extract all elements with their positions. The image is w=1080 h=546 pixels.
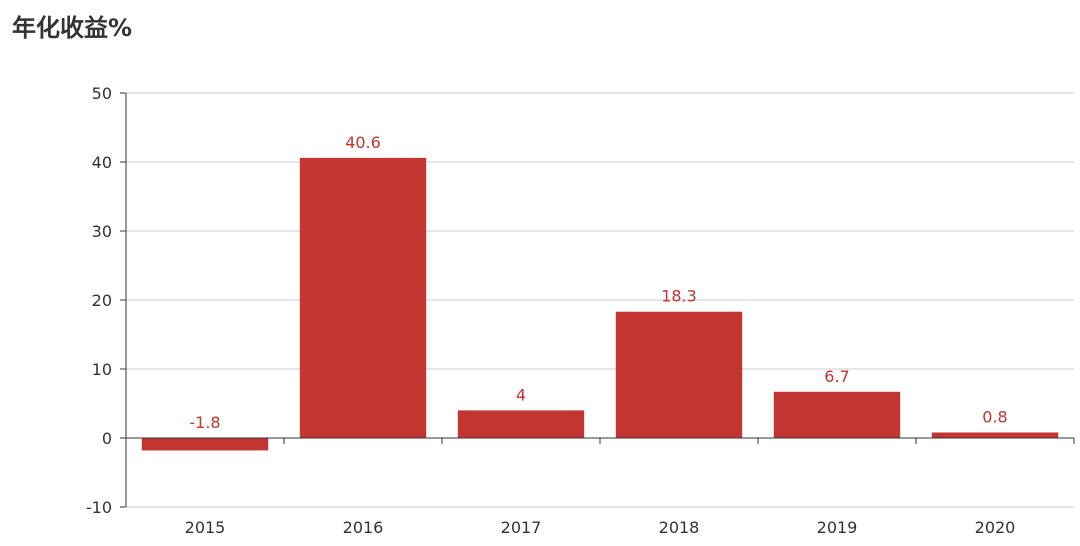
- data-label: 18.3: [661, 287, 697, 306]
- y-tick-label: 30: [92, 222, 112, 241]
- data-label: 0.8: [982, 407, 1007, 426]
- y-tick-label: -10: [86, 498, 112, 517]
- y-tick-label: 20: [92, 291, 112, 310]
- y-tick-label: 10: [92, 360, 112, 379]
- data-labels: -1.8 40.6 4 18.3 6.7 0.8: [189, 133, 1007, 432]
- chart-title: 年化收益%: [12, 14, 133, 42]
- x-tick-label: 2018: [659, 518, 700, 537]
- x-tick-label: 2019: [817, 518, 858, 537]
- axes: -10 0 10 20 30 40 50 2015 2016 2017 2018 2019 2020: [86, 84, 1075, 537]
- x-tick-label: 2017: [501, 518, 542, 537]
- bar-2018[interactable]: [615, 311, 743, 438]
- x-tick-label: 2016: [343, 518, 384, 537]
- bar-2017[interactable]: [457, 410, 585, 438]
- bars: [141, 157, 1059, 451]
- y-tick-label: 40: [92, 153, 112, 172]
- y-tick-label: 0: [102, 429, 112, 448]
- grid-lines: [126, 92, 1074, 508]
- bar-2019[interactable]: [773, 391, 901, 438]
- data-label: 4: [516, 385, 526, 404]
- data-label: -1.8: [189, 413, 220, 432]
- bar-2020[interactable]: [931, 432, 1059, 438]
- x-tick-label: 2015: [185, 518, 226, 537]
- bar-2016[interactable]: [299, 157, 427, 439]
- bar-2015[interactable]: [141, 438, 269, 451]
- data-label: 40.6: [345, 133, 381, 152]
- data-label: 6.7: [824, 367, 849, 386]
- y-tick-label: 50: [92, 84, 112, 103]
- x-tick-label: 2020: [975, 518, 1016, 537]
